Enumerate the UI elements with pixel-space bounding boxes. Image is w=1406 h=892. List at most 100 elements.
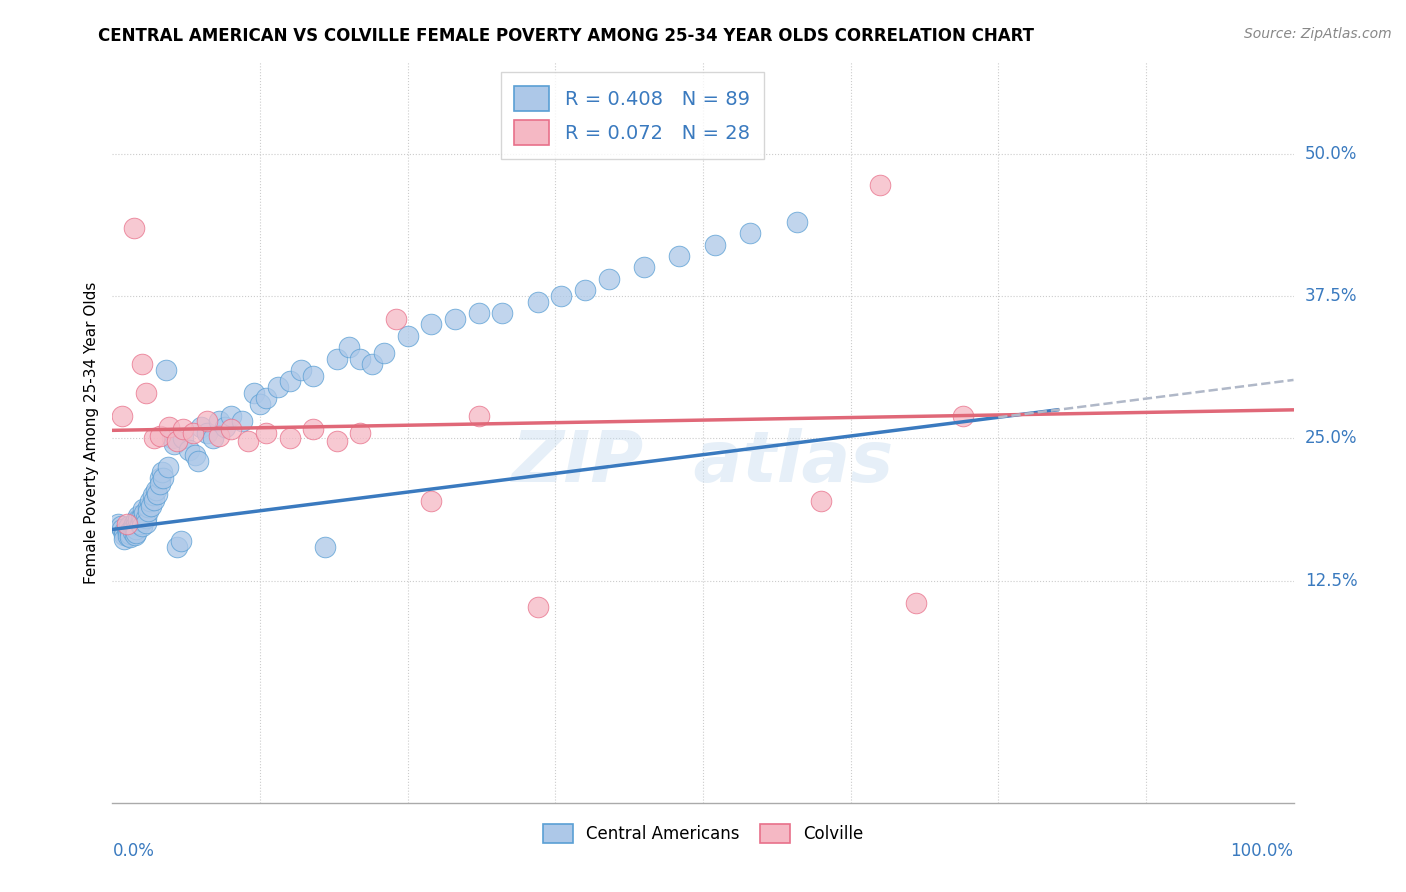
Point	[904, 597, 927, 611]
Point	[267, 380, 290, 394]
Point	[231, 414, 253, 428]
Point	[129, 511, 152, 525]
Point	[195, 425, 218, 440]
Point	[249, 397, 271, 411]
Point	[131, 515, 153, 529]
Point	[127, 513, 149, 527]
Point	[278, 431, 301, 445]
Point	[526, 294, 548, 309]
Point	[526, 599, 548, 614]
Point	[160, 431, 183, 445]
Point	[146, 487, 169, 501]
Point	[136, 504, 159, 518]
Point	[219, 409, 242, 423]
Point	[181, 425, 204, 440]
Point	[290, 363, 312, 377]
Point	[156, 459, 179, 474]
Point	[120, 530, 142, 544]
Point	[145, 483, 167, 497]
Point	[302, 422, 325, 436]
Point	[157, 420, 180, 434]
Point	[373, 346, 395, 360]
Point	[150, 466, 173, 480]
Point	[115, 523, 138, 537]
Point	[326, 351, 349, 366]
Point	[131, 357, 153, 371]
Point	[243, 385, 266, 400]
Point	[166, 434, 188, 448]
Point	[219, 422, 242, 436]
Text: Source: ZipAtlas.com: Source: ZipAtlas.com	[1244, 27, 1392, 41]
Point	[314, 540, 336, 554]
Point	[118, 519, 141, 533]
Point	[349, 351, 371, 366]
Point	[337, 340, 360, 354]
Point	[420, 318, 443, 332]
Point	[444, 311, 467, 326]
Text: 37.5%: 37.5%	[1305, 287, 1357, 305]
Point	[149, 476, 172, 491]
Point	[163, 437, 186, 451]
Point	[201, 431, 224, 445]
Point	[491, 306, 513, 320]
Point	[142, 431, 165, 445]
Point	[633, 260, 655, 275]
Point	[254, 392, 277, 406]
Point	[110, 519, 132, 533]
Point	[112, 528, 135, 542]
Point	[170, 533, 193, 548]
Point	[122, 521, 145, 535]
Point	[361, 357, 384, 371]
Point	[420, 494, 443, 508]
Text: 25.0%: 25.0%	[1305, 429, 1357, 447]
Point	[120, 527, 142, 541]
Point	[786, 215, 808, 229]
Point	[302, 368, 325, 383]
Point	[703, 237, 725, 252]
Point	[550, 289, 572, 303]
Point	[214, 420, 236, 434]
Point	[142, 488, 165, 502]
Point	[135, 516, 157, 530]
Point	[869, 178, 891, 193]
Point	[135, 511, 157, 525]
Text: 100.0%: 100.0%	[1230, 842, 1294, 860]
Point	[135, 385, 157, 400]
Point	[124, 528, 146, 542]
Point	[668, 249, 690, 263]
Point	[115, 516, 138, 531]
Point	[124, 524, 146, 539]
Point	[107, 516, 129, 531]
Point	[132, 502, 155, 516]
Point	[125, 513, 148, 527]
Point	[125, 523, 148, 537]
Point	[172, 422, 194, 436]
Point	[385, 311, 408, 326]
Point	[120, 524, 142, 538]
Point	[598, 272, 620, 286]
Point	[179, 442, 201, 457]
Legend: Central Americans, Colville: Central Americans, Colville	[536, 817, 870, 850]
Point	[166, 540, 188, 554]
Point	[740, 227, 762, 241]
Text: ZIP  atlas: ZIP atlas	[512, 428, 894, 497]
Point	[136, 500, 159, 514]
Point	[128, 516, 150, 531]
Point	[121, 524, 143, 539]
Point	[121, 520, 143, 534]
Point	[155, 363, 177, 377]
Point	[139, 494, 162, 508]
Text: CENTRAL AMERICAN VS COLVILLE FEMALE POVERTY AMONG 25-34 YEAR OLDS CORRELATION CH: CENTRAL AMERICAN VS COLVILLE FEMALE POVE…	[98, 27, 1035, 45]
Point	[184, 449, 207, 463]
Point	[208, 414, 231, 428]
Point	[326, 434, 349, 448]
Text: 50.0%: 50.0%	[1305, 145, 1357, 162]
Point	[142, 492, 165, 507]
Point	[195, 414, 218, 428]
Point	[278, 375, 301, 389]
Point	[111, 409, 134, 423]
Point	[111, 523, 134, 537]
Point	[112, 532, 135, 546]
Point	[122, 220, 145, 235]
Point	[574, 283, 596, 297]
